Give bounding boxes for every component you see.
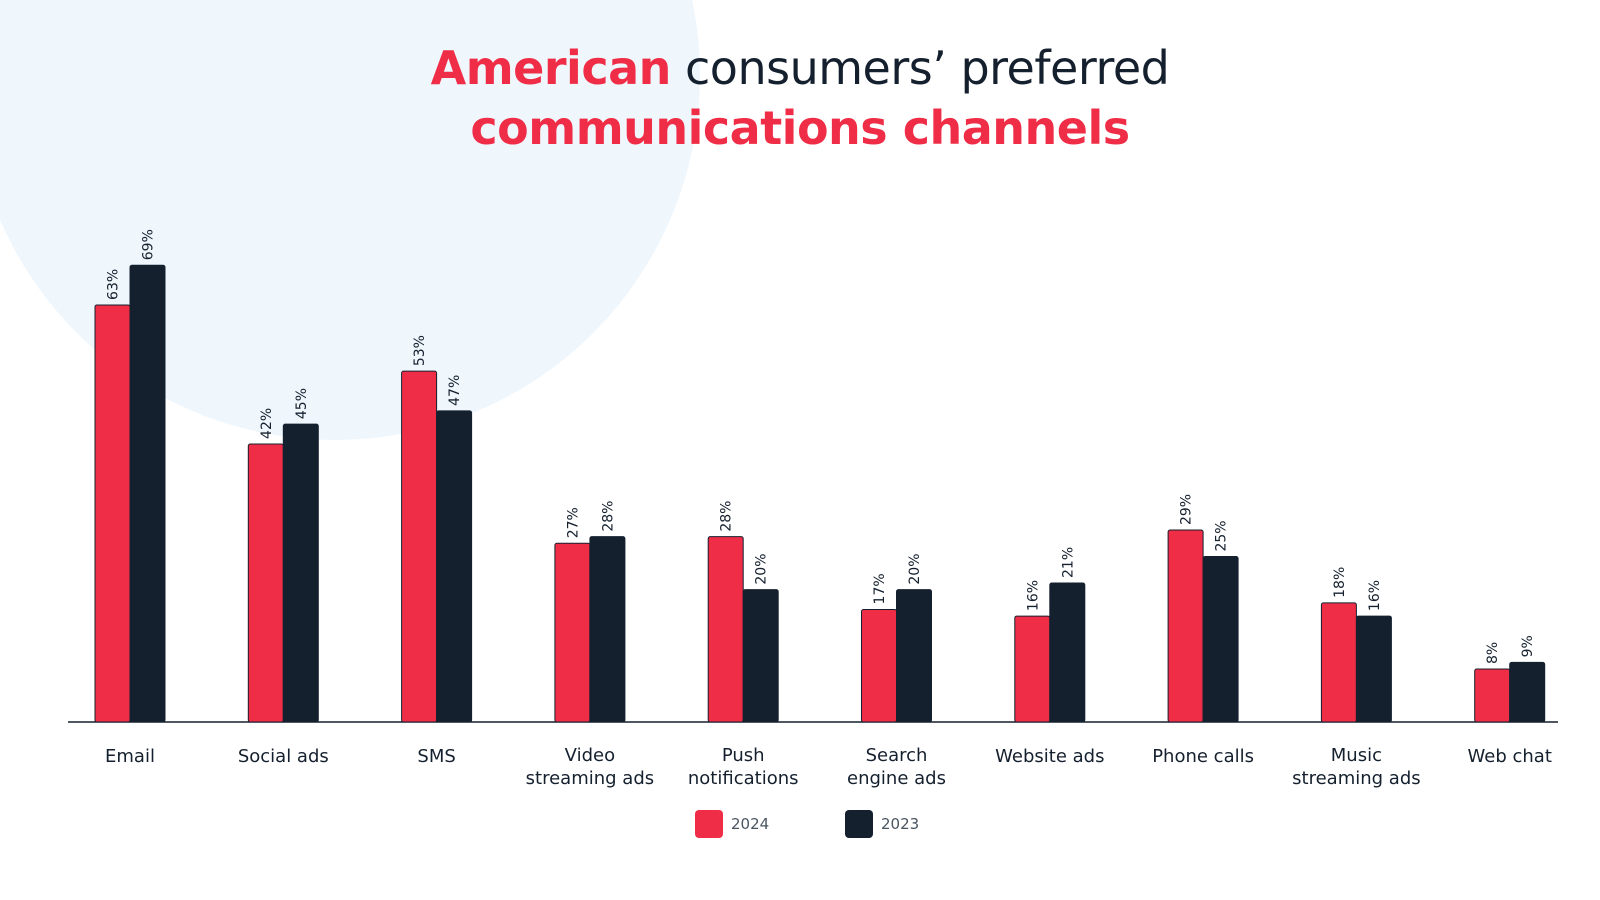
data-label-2023-3: 28% <box>600 501 616 532</box>
bar-2023-4 <box>742 589 779 723</box>
data-label-2024-9: 8% <box>1485 642 1501 664</box>
bar-2023-0 <box>129 264 166 723</box>
data-label-2023-4: 20% <box>754 553 770 584</box>
bar-2024-8 <box>1320 602 1357 723</box>
category-label-0: Email <box>105 746 155 767</box>
title-accent-line: communications channels <box>470 101 1130 155</box>
category-label-3: Video streaming ads <box>526 745 654 789</box>
bar-2024-5 <box>861 608 897 723</box>
bar-2023-8 <box>1355 615 1392 723</box>
legend-label-2024: 2024 <box>731 815 770 833</box>
data-label-2023-8: 16% <box>1367 580 1383 611</box>
title-plain-text: consumers’ preferred <box>670 41 1170 95</box>
data-label-2023-6: 21% <box>1060 547 1076 578</box>
category-label-7: Phone calls <box>1152 746 1254 767</box>
bar-2024-2 <box>401 370 438 723</box>
bar-2023-3 <box>589 536 626 723</box>
bar-2023-2 <box>436 410 473 723</box>
legend-swatch-2024 <box>695 810 723 838</box>
category-label-6: Website ads <box>995 746 1104 767</box>
category-label-4: Push notifications <box>688 745 799 789</box>
data-label-2023-2: 47% <box>447 375 463 406</box>
data-label-2024-3: 27% <box>565 507 581 538</box>
category-label-9: Web chat <box>1468 746 1552 767</box>
category-label-5: Search engine ads <box>847 745 946 789</box>
data-label-2024-2: 53% <box>412 335 428 366</box>
title-line-2: communications channels <box>0 98 1600 158</box>
legend-item-2023: 2023 <box>845 810 919 838</box>
data-label-2023-0: 69% <box>141 229 157 260</box>
bar-2024-0 <box>94 304 131 723</box>
data-label-2023-9: 9% <box>1520 635 1536 657</box>
title-accent-word: American <box>430 41 672 95</box>
bar-2023-9 <box>1509 661 1546 723</box>
legend-swatch-2023 <box>845 810 873 838</box>
category-label-2: SMS <box>417 746 455 767</box>
data-label-2024-6: 16% <box>1025 580 1041 611</box>
legend-label-2023: 2023 <box>881 815 920 833</box>
data-label-2024-4: 28% <box>719 501 735 532</box>
data-label-2024-1: 42% <box>259 408 275 439</box>
data-label-2024-5: 17% <box>872 573 888 604</box>
bar-2024-9 <box>1474 668 1511 723</box>
bar-2024-1 <box>247 443 284 723</box>
category-label-8: Music streaming ads <box>1292 745 1420 789</box>
data-label-2023-5: 20% <box>907 553 923 584</box>
title-line-1: American consumers’ preferred <box>0 38 1600 98</box>
bar-2023-6 <box>1049 582 1086 723</box>
data-label-2024-7: 29% <box>1179 494 1195 525</box>
bar-2023-5 <box>896 589 932 723</box>
data-label-2024-8: 18% <box>1332 567 1348 598</box>
data-label-2023-1: 45% <box>294 388 310 419</box>
bar-2024-3 <box>554 542 591 723</box>
chart-title: American consumers’ preferred communicat… <box>0 38 1600 158</box>
bar-2024-6 <box>1014 615 1051 723</box>
legend-item-2024: 2024 <box>695 810 769 838</box>
bar-2024-4 <box>707 536 744 723</box>
category-label-1: Social ads <box>238 746 329 767</box>
data-label-2023-7: 25% <box>1214 520 1230 551</box>
data-label-2024-0: 63% <box>106 269 122 300</box>
bar-2023-1 <box>282 423 319 723</box>
legend: 2024 2023 <box>0 810 1600 840</box>
bar-2023-7 <box>1202 556 1239 723</box>
bar-2024-7 <box>1167 529 1204 723</box>
